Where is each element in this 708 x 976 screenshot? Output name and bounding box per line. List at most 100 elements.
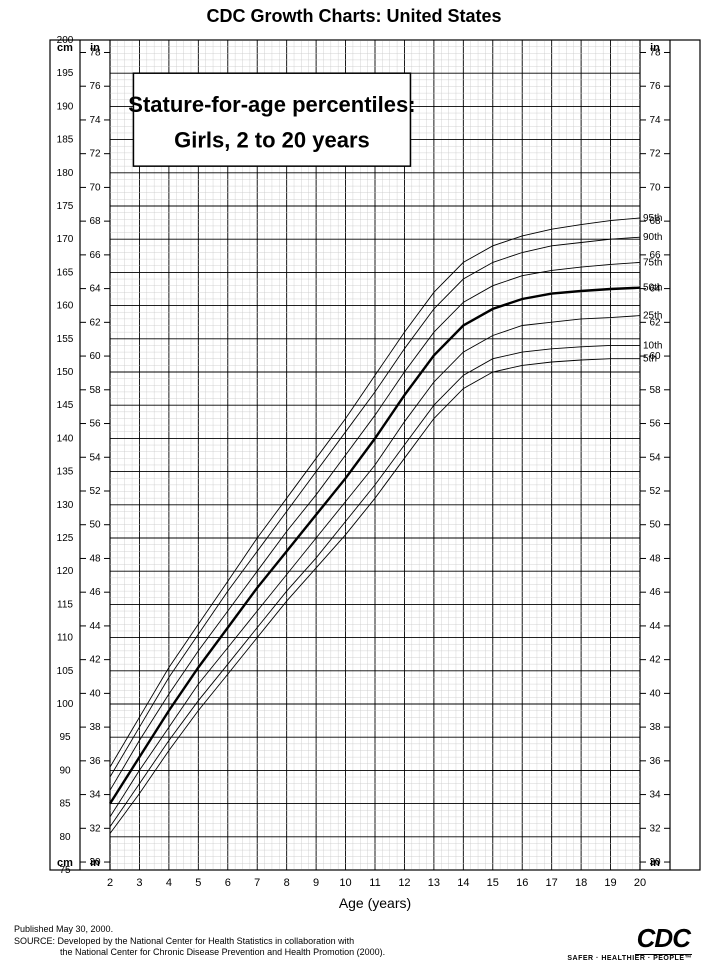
footer: Published May 30, 2000. SOURCE: Develope… bbox=[14, 924, 514, 958]
svg-text:20: 20 bbox=[634, 877, 646, 889]
svg-text:7: 7 bbox=[254, 877, 260, 889]
svg-text:70: 70 bbox=[649, 182, 661, 193]
svg-text:120: 120 bbox=[57, 566, 74, 577]
svg-text:58: 58 bbox=[649, 385, 661, 396]
svg-text:110: 110 bbox=[57, 633, 73, 644]
svg-text:58: 58 bbox=[89, 385, 101, 396]
svg-text:38: 38 bbox=[649, 722, 661, 733]
svg-text:54: 54 bbox=[649, 452, 661, 463]
svg-text:17: 17 bbox=[546, 877, 558, 889]
svg-text:195: 195 bbox=[57, 68, 74, 79]
svg-text:8: 8 bbox=[284, 877, 290, 889]
svg-text:15: 15 bbox=[487, 877, 499, 889]
svg-text:18: 18 bbox=[575, 877, 587, 889]
svg-text:in: in bbox=[650, 42, 660, 54]
svg-text:72: 72 bbox=[89, 149, 101, 160]
svg-text:170: 170 bbox=[57, 234, 74, 245]
svg-text:4: 4 bbox=[166, 877, 172, 889]
svg-text:32: 32 bbox=[89, 823, 101, 834]
svg-text:5: 5 bbox=[195, 877, 201, 889]
svg-text:34: 34 bbox=[649, 790, 661, 801]
svg-text:76: 76 bbox=[89, 81, 101, 92]
svg-text:in: in bbox=[90, 857, 100, 869]
svg-text:3: 3 bbox=[136, 877, 142, 889]
cdc-logo-tagline: SAFER · HEALTHIER · PEOPLE™ bbox=[567, 955, 692, 962]
svg-text:74: 74 bbox=[649, 115, 661, 126]
svg-text:76: 76 bbox=[649, 81, 661, 92]
svg-text:115: 115 bbox=[57, 599, 73, 610]
svg-text:100: 100 bbox=[57, 699, 74, 710]
svg-text:10: 10 bbox=[339, 877, 351, 889]
svg-text:10th: 10th bbox=[643, 340, 662, 351]
svg-text:125: 125 bbox=[57, 533, 74, 544]
svg-text:14: 14 bbox=[457, 877, 469, 889]
svg-text:19: 19 bbox=[604, 877, 616, 889]
svg-text:105: 105 bbox=[57, 666, 74, 677]
svg-text:140: 140 bbox=[57, 433, 74, 444]
svg-text:56: 56 bbox=[89, 419, 101, 430]
svg-text:48: 48 bbox=[89, 553, 101, 564]
svg-text:Age (years): Age (years) bbox=[339, 895, 411, 911]
svg-text:36: 36 bbox=[89, 756, 101, 767]
svg-text:6: 6 bbox=[225, 877, 231, 889]
svg-text:11: 11 bbox=[369, 877, 380, 889]
cdc-logo: CDC SAFER · HEALTHIER · PEOPLE™ bbox=[567, 923, 692, 962]
svg-text:90: 90 bbox=[59, 765, 71, 776]
page-title-text: CDC Growth Charts: United States bbox=[206, 6, 501, 26]
svg-text:52: 52 bbox=[89, 486, 101, 497]
svg-text:95: 95 bbox=[59, 732, 71, 743]
page-title: CDC Growth Charts: United States bbox=[0, 6, 708, 27]
svg-text:165: 165 bbox=[57, 267, 74, 278]
svg-text:in: in bbox=[650, 857, 660, 869]
svg-text:42: 42 bbox=[649, 655, 661, 666]
svg-text:40: 40 bbox=[89, 688, 101, 699]
svg-text:5th: 5th bbox=[643, 354, 657, 365]
svg-text:12: 12 bbox=[398, 877, 410, 889]
svg-text:16: 16 bbox=[516, 877, 528, 889]
svg-text:185: 185 bbox=[57, 135, 74, 146]
footer-pub: Published May 30, 2000. bbox=[14, 924, 514, 935]
svg-text:85: 85 bbox=[59, 799, 71, 810]
svg-text:48: 48 bbox=[649, 553, 661, 564]
svg-text:46: 46 bbox=[649, 587, 661, 598]
svg-text:155: 155 bbox=[57, 334, 74, 345]
svg-text:52: 52 bbox=[649, 486, 661, 497]
svg-text:68: 68 bbox=[89, 216, 101, 227]
footer-src2: the National Center for Chronic Disease … bbox=[14, 947, 514, 958]
svg-text:25th: 25th bbox=[643, 311, 662, 322]
svg-text:50th: 50th bbox=[643, 283, 662, 294]
svg-text:46: 46 bbox=[89, 587, 101, 598]
svg-text:150: 150 bbox=[57, 367, 74, 378]
svg-text:44: 44 bbox=[89, 621, 101, 632]
svg-text:56: 56 bbox=[649, 419, 661, 430]
svg-text:2: 2 bbox=[107, 877, 113, 889]
svg-text:190: 190 bbox=[57, 101, 74, 112]
svg-text:64: 64 bbox=[89, 284, 101, 295]
svg-text:180: 180 bbox=[57, 168, 74, 179]
footer-src1: SOURCE: Developed by the National Center… bbox=[14, 936, 514, 947]
svg-text:cm: cm bbox=[57, 42, 73, 54]
svg-text:Girls, 2 to 20 years: Girls, 2 to 20 years bbox=[174, 128, 370, 153]
svg-text:175: 175 bbox=[57, 201, 74, 212]
svg-text:32: 32 bbox=[649, 823, 661, 834]
svg-text:38: 38 bbox=[89, 722, 101, 733]
svg-text:80: 80 bbox=[59, 832, 71, 843]
svg-text:in: in bbox=[90, 42, 100, 54]
svg-text:cm: cm bbox=[57, 857, 73, 869]
svg-text:145: 145 bbox=[57, 400, 74, 411]
svg-text:70: 70 bbox=[89, 182, 101, 193]
svg-text:72: 72 bbox=[649, 149, 661, 160]
svg-text:54: 54 bbox=[89, 452, 101, 463]
svg-text:50: 50 bbox=[89, 520, 101, 531]
svg-text:9: 9 bbox=[313, 877, 319, 889]
svg-text:42: 42 bbox=[89, 655, 101, 666]
svg-text:95th: 95th bbox=[643, 213, 662, 224]
svg-text:74: 74 bbox=[89, 115, 101, 126]
svg-text:50: 50 bbox=[649, 520, 661, 531]
svg-text:34: 34 bbox=[89, 790, 101, 801]
svg-text:66: 66 bbox=[89, 250, 101, 261]
svg-text:90th: 90th bbox=[643, 232, 662, 243]
svg-text:36: 36 bbox=[649, 756, 661, 767]
growth-chart: 2345678910111213141516171819207580859095… bbox=[0, 0, 708, 930]
svg-text:62: 62 bbox=[89, 317, 101, 328]
